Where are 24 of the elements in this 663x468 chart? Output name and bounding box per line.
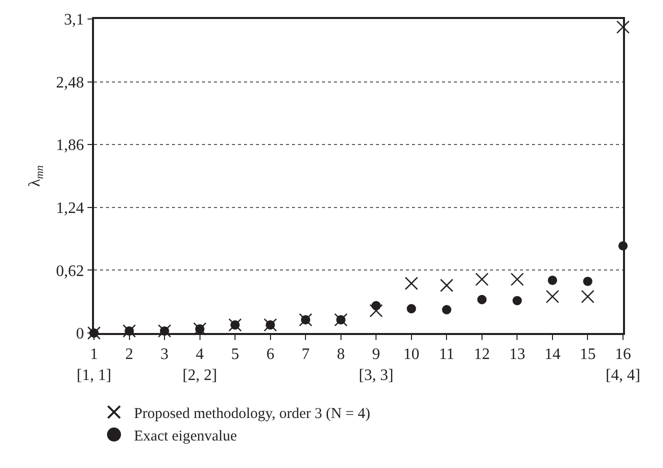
x-tick-label: 11 <box>438 346 454 363</box>
y-tick-label: 1,86 <box>56 137 84 154</box>
x-tick-label: 2 <box>125 346 134 363</box>
x-tick-label: 12 <box>474 346 490 363</box>
y-tick-label: 0 <box>76 326 84 343</box>
y-tick-label: 0,62 <box>56 262 84 280</box>
x-tick-label: 13 <box>509 346 526 363</box>
x-tick-label: 6 <box>266 346 274 363</box>
x-tick-label: 16 [4, 4] <box>606 346 640 384</box>
y-tick-label: 1,24 <box>56 200 84 217</box>
x-tick-label: 4 [2, 2] <box>182 346 218 384</box>
x-tick-label: 8 <box>336 346 345 363</box>
x-tick-label: 7 <box>302 346 310 363</box>
x-tick-label: 9 [3, 3] <box>358 346 394 384</box>
legend-label: Exact eigenvalue <box>134 428 238 444</box>
x-tick-label: 3 <box>160 346 169 363</box>
x-tick-label: 5 <box>231 346 240 363</box>
x-tick-label: 10 <box>403 346 420 363</box>
y-tick-label: 3,1 <box>64 12 84 29</box>
legend-label: Proposed methodology, order 3 (N = 4) <box>134 406 370 422</box>
x-tick-label: 1 [1, 1] <box>76 346 112 384</box>
y-tick-label: 2,48 <box>56 74 84 92</box>
x-tick-label: 14 <box>544 346 560 363</box>
x-tick-label: 15 <box>580 346 596 363</box>
